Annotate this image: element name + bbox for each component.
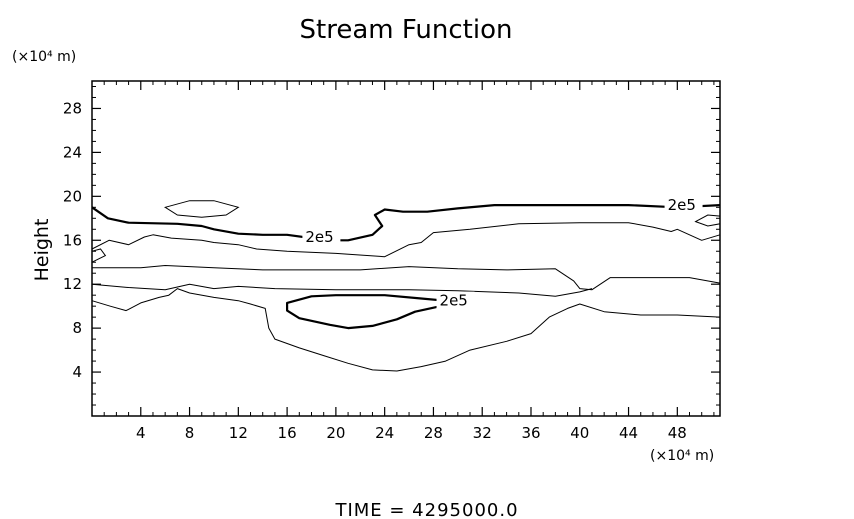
y-axis: 4 8 12 16 20 24 28: [63, 85, 720, 406]
y-tick-label-4: 20: [63, 187, 82, 205]
y-tick-label-5: 24: [63, 143, 82, 161]
contour-lines: [91, 200, 721, 372]
y-tick-label-6: 28: [63, 99, 82, 117]
y-tick-label-3: 16: [63, 231, 82, 249]
x-tick-label-9: 40: [570, 424, 589, 442]
x-tick-label-3: 16: [278, 424, 297, 442]
contour-line-band-upper: [92, 265, 721, 291]
y-unit-label: (×10⁴ m): [12, 49, 76, 65]
x-tick-label-10: 44: [619, 424, 638, 442]
x-axis: 4 8 12 16 20 24 28 32 36 40 44 48: [103, 81, 715, 442]
chart-title: Stream Function: [300, 15, 513, 45]
x-tick-label-6: 28: [424, 424, 443, 442]
y-tick-label-2: 12: [63, 275, 82, 293]
contour-line-mid-upper-thin: [91, 222, 721, 258]
x-tick-label-1: 8: [185, 424, 195, 442]
contour-line-band-lower: [91, 283, 593, 297]
x-tick-label-2: 12: [229, 424, 248, 442]
contour-island-0: [163, 200, 240, 218]
plot-frame: [91, 80, 721, 417]
x-tick-label-8: 36: [521, 424, 540, 442]
contour-line-lower-thin: [91, 288, 721, 372]
x-unit-label: (×10⁴ m): [650, 448, 714, 464]
time-readout: TIME = 4295000.0: [334, 500, 518, 519]
contour-label-bg-2: [436, 291, 475, 310]
contour-label-bg-0: [302, 227, 341, 246]
x-tick-label-5: 24: [375, 424, 394, 442]
contour-island-1: [694, 214, 721, 227]
contour-label-1: 2e5: [668, 196, 696, 214]
y-tick-label-0: 4: [72, 363, 82, 381]
contour-label-0: 2e5: [305, 228, 333, 246]
x-tick-label-4: 20: [326, 424, 345, 442]
x-tick-label-0: 4: [136, 424, 146, 442]
contour-label-bg-1: [664, 196, 703, 215]
x-tick-label-7: 32: [473, 424, 492, 442]
contour-island-2: [91, 248, 107, 264]
contour-line-upper-thick: [91, 204, 721, 242]
contour-line-lower-thick-loop: [286, 294, 472, 330]
y-tick-label-1: 8: [72, 319, 82, 337]
contour-label-2: 2e5: [440, 292, 468, 310]
x-tick-label-11: 48: [668, 424, 687, 442]
contour-labels: 2e5 2e5 2e5: [302, 196, 703, 310]
y-axis-label: Height: [31, 219, 53, 282]
